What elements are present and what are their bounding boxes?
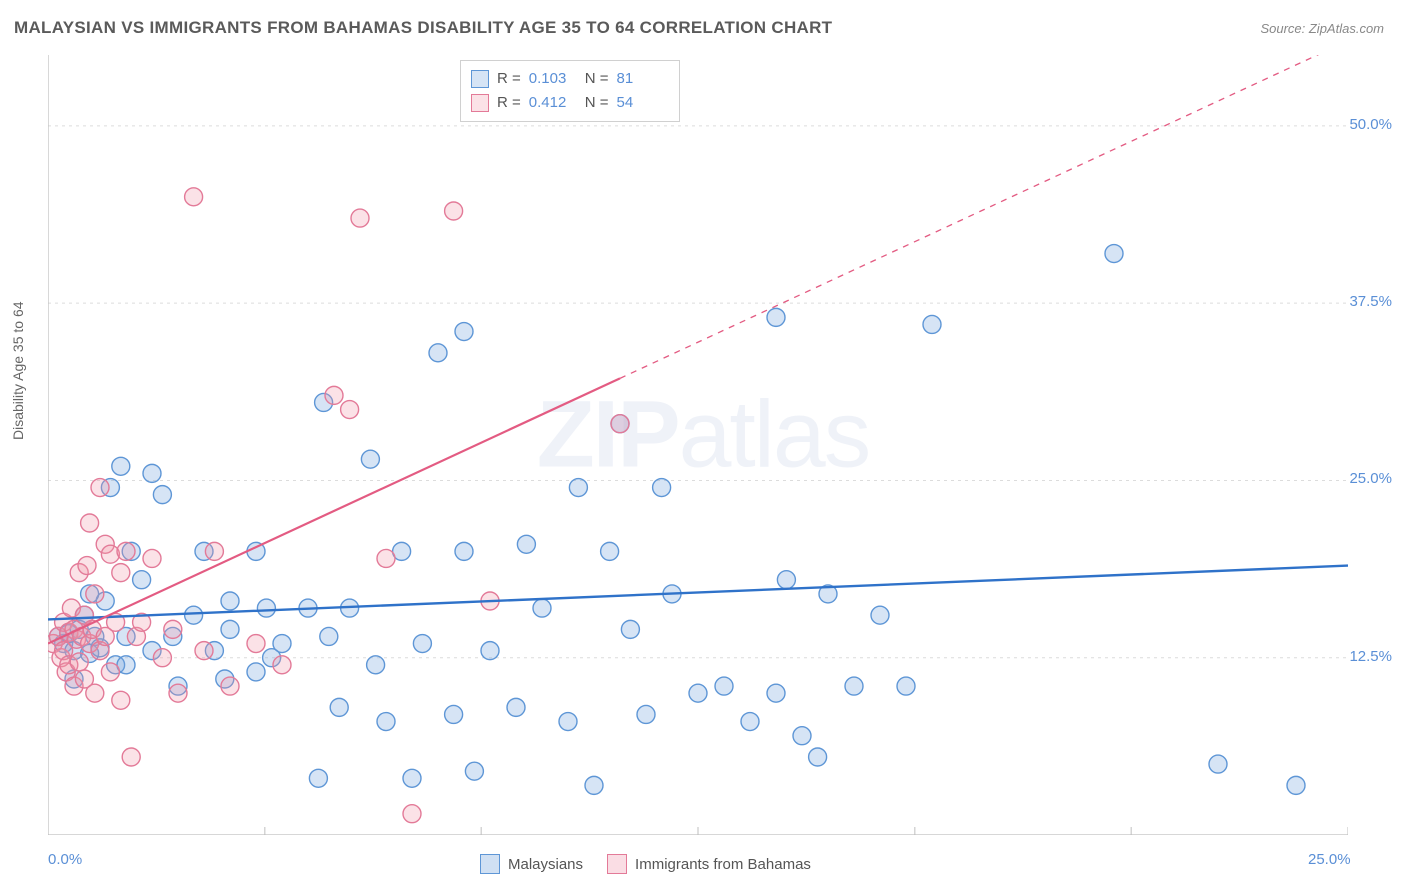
scatter-chart xyxy=(48,55,1348,835)
stats-swatch-series-1 xyxy=(471,94,489,112)
legend-swatch-1 xyxy=(607,854,627,874)
stats-row-series-0: R = 0.103 N = 81 xyxy=(471,67,665,91)
y-tick-label: 12.5% xyxy=(1349,648,1392,665)
stats-swatch-series-0 xyxy=(471,70,489,88)
source-attribution: Source: ZipAtlas.com xyxy=(1260,21,1384,36)
stats-r-value-0: 0.103 xyxy=(529,67,577,91)
x-tick-label: 0.0% xyxy=(48,851,82,868)
stats-box: R = 0.103 N = 81 R = 0.412 N = 54 xyxy=(460,60,680,122)
stats-n-value-1: 54 xyxy=(617,91,665,115)
stats-n-label: N = xyxy=(585,67,609,91)
y-tick-label: 50.0% xyxy=(1349,116,1392,133)
legend-swatch-0 xyxy=(480,854,500,874)
chart-legend: Malaysians Immigrants from Bahamas xyxy=(480,854,811,874)
stats-row-series-1: R = 0.412 N = 54 xyxy=(471,91,665,115)
stats-r-label: R = xyxy=(497,91,521,115)
y-tick-label: 25.0% xyxy=(1349,470,1392,487)
stats-r-value-1: 0.412 xyxy=(529,91,577,115)
x-tick-label: 25.0% xyxy=(1308,851,1351,868)
stats-n-value-0: 81 xyxy=(617,67,665,91)
legend-label-0: Malaysians xyxy=(508,856,583,873)
legend-item-1: Immigrants from Bahamas xyxy=(607,854,811,874)
y-axis-label: Disability Age 35 to 64 xyxy=(10,301,26,440)
legend-item-0: Malaysians xyxy=(480,854,583,874)
y-tick-label: 37.5% xyxy=(1349,293,1392,310)
chart-title: MALAYSIAN VS IMMIGRANTS FROM BAHAMAS DIS… xyxy=(14,18,832,38)
stats-n-label: N = xyxy=(585,91,609,115)
stats-r-label: R = xyxy=(497,67,521,91)
legend-label-1: Immigrants from Bahamas xyxy=(635,856,811,873)
